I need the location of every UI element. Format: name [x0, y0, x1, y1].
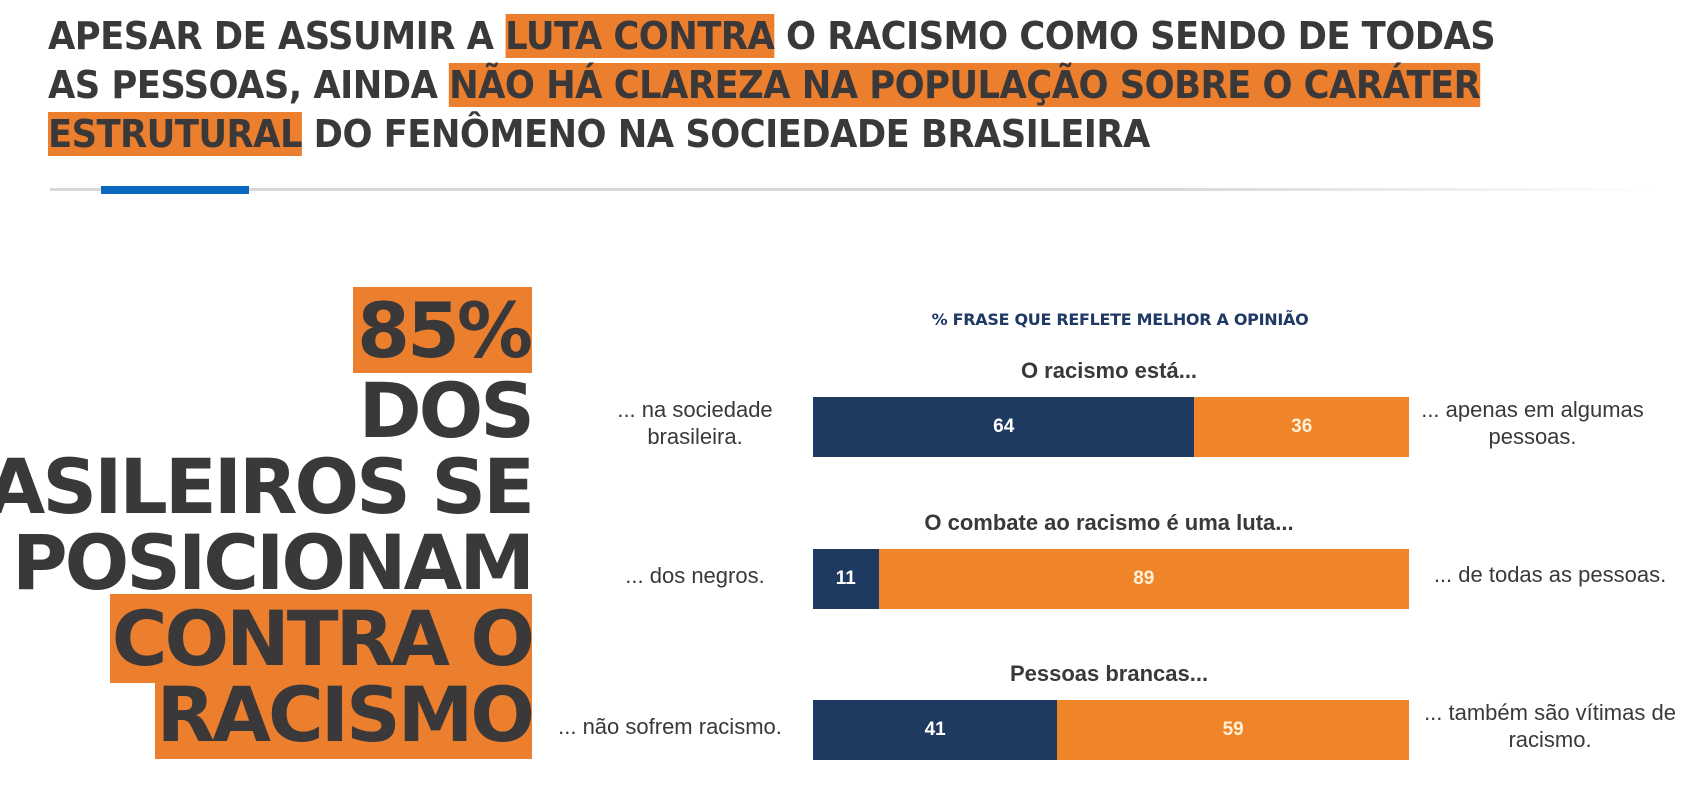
label-line: brasileira. [647, 424, 743, 449]
headline-highlight: LUTA CONTRA [505, 14, 775, 58]
bar-segment-right: 89 [878, 549, 1409, 609]
bar-segment-right: 36 [1194, 397, 1409, 457]
question-label: O racismo está... [1020, 358, 1198, 383]
question-label: O combate ao racismo é uma luta... [924, 510, 1294, 535]
headline: APESAR DE ASSUMIR A LUTA CONTRA O RACISM… [48, 12, 1555, 159]
title-divider-accent [101, 186, 249, 194]
label-line: ... dos negros. [625, 563, 765, 588]
left-statement-label: ... dos negros. [600, 562, 790, 589]
label-line: pessoas. [1488, 424, 1577, 449]
stacked-bar: 41 59 [813, 700, 1409, 760]
right-statement-label: ... também são vítimas de racismo. [1410, 699, 1690, 753]
bar-segment-right: 59 [1057, 700, 1409, 760]
label-line: racismo. [1508, 727, 1592, 752]
bar-segment-left: 11 [813, 549, 879, 609]
label-line: ... apenas em algumas [1421, 397, 1644, 422]
bar-segment-left: 41 [813, 700, 1058, 760]
left-statement-label: ... na sociedade brasileira. [600, 396, 790, 450]
question-label: Pessoas brancas... [1009, 661, 1209, 686]
key-statistic: 85% DOS BRASILEIROS SE POSICIONAM CONTRA… [0, 287, 535, 759]
bar-segment-left: 64 [813, 397, 1195, 457]
label-line: ... não sofrem racismo. [558, 714, 782, 739]
stat-percentage: 85% [353, 287, 533, 373]
stacked-bar: 64 36 [813, 397, 1409, 457]
stacked-bar: 11 89 [813, 549, 1409, 609]
right-statement-label: ... de todas as pessoas. [1420, 561, 1680, 588]
label-line: ... também são vítimas de [1424, 700, 1676, 725]
left-statement-label: ... não sofrem racismo. [545, 713, 795, 740]
title-divider [50, 188, 1660, 191]
headline-part: APESAR DE ASSUMIR A [48, 14, 506, 58]
chart-title: % FRASE QUE REFLETE MELHOR A OPINIÃO [931, 310, 1309, 329]
stat-highlight: RACISMO [154, 670, 535, 759]
headline-part: DO FENÔMENO NA SOCIEDADE BRASILEIRA [301, 112, 1151, 156]
stat-line: DOS [358, 366, 535, 455]
stat-line: POSICIONAM [11, 518, 535, 607]
headline-part: O RACISMO COMO SENDO DE TODAS AS PESSOAS… [48, 14, 1496, 107]
label-line: ... de todas as pessoas. [1433, 562, 1667, 587]
right-statement-label: ... apenas em algumas pessoas. [1410, 396, 1655, 450]
stat-line: BRASILEIROS SE [0, 442, 535, 531]
label-line: ... na sociedade [617, 397, 773, 422]
stat-highlight: CONTRA O [109, 594, 535, 683]
